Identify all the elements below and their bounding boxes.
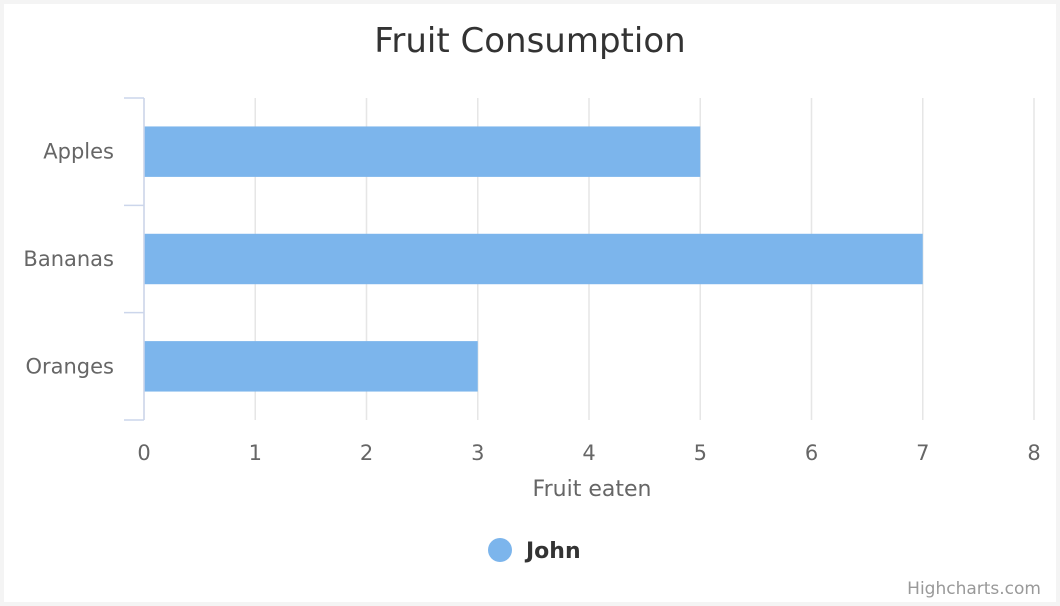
x-tick-label: 2 <box>360 441 373 465</box>
legend-symbol <box>488 538 512 562</box>
x-tick-label: 0 <box>137 441 150 465</box>
category-axis: Apples Bananas Oranges <box>23 97 145 421</box>
value-axis: 0 1 2 3 4 5 6 7 8 <box>137 441 1040 465</box>
x-tick-label: 1 <box>249 441 262 465</box>
bar[interactable] <box>144 233 923 285</box>
category-label: Apples <box>43 140 114 164</box>
bars <box>144 126 923 392</box>
chart-container: Fruit Consumption Apples Bananas Oranges 0… <box>4 4 1056 602</box>
bar-chart: Fruit Consumption Apples Bananas Oranges 0… <box>23 21 1041 599</box>
x-tick-label: 4 <box>582 441 595 465</box>
credits-link[interactable]: Highcharts.com <box>907 579 1041 599</box>
legend[interactable]: John <box>488 538 581 564</box>
x-axis-title: Fruit eaten <box>533 477 652 502</box>
legend-item-label[interactable]: John <box>524 539 581 564</box>
category-label: Bananas <box>23 247 114 271</box>
x-tick-label: 7 <box>916 441 929 465</box>
chart-title: Fruit Consumption <box>374 21 685 61</box>
x-tick-label: 5 <box>694 441 707 465</box>
x-tick-label: 3 <box>471 441 484 465</box>
category-label: Oranges <box>25 354 114 378</box>
x-tick-label: 8 <box>1027 441 1040 465</box>
x-tick-label: 6 <box>805 441 818 465</box>
bar[interactable] <box>144 341 478 392</box>
bar[interactable] <box>144 126 701 177</box>
